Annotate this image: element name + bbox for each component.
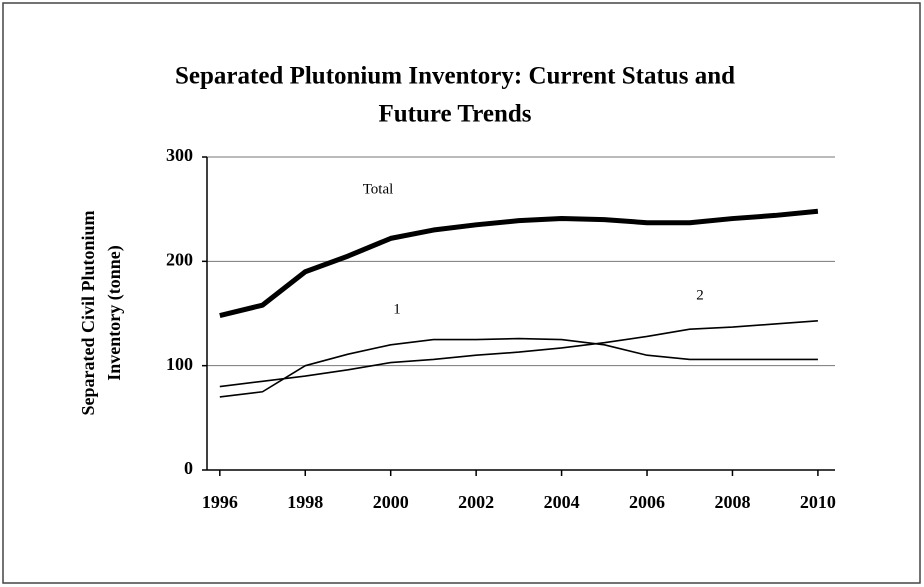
x-tick-label: 1998 xyxy=(287,492,323,512)
series-line xyxy=(219,337,818,398)
series-line xyxy=(219,208,819,319)
x-tick-label: 2000 xyxy=(373,492,409,512)
y-axis-title: Inventory (tonne) xyxy=(104,245,125,381)
y-tick-label: 0 xyxy=(184,458,193,478)
series-line xyxy=(219,320,818,388)
x-tick-label: 2008 xyxy=(714,492,750,512)
y-tick-label: 100 xyxy=(166,354,193,374)
y-axis-title: Separated Civil Plutonium xyxy=(78,210,98,415)
chart-title: Separated Plutonium Inventory: Current S… xyxy=(175,63,735,90)
chart-title: Future Trends xyxy=(378,101,531,128)
y-tick-label: 300 xyxy=(166,145,193,165)
x-tick-label: 1996 xyxy=(202,492,238,512)
y-tick-label: 200 xyxy=(166,249,193,269)
x-tick-label: 2010 xyxy=(800,492,836,512)
series-label: Total xyxy=(363,181,394,197)
x-tick-label: 2004 xyxy=(544,492,580,512)
x-tick-label: 2002 xyxy=(458,492,494,512)
series-label: 2 xyxy=(696,287,704,303)
series-label: 1 xyxy=(393,301,401,317)
x-tick-label: 2006 xyxy=(629,492,665,512)
